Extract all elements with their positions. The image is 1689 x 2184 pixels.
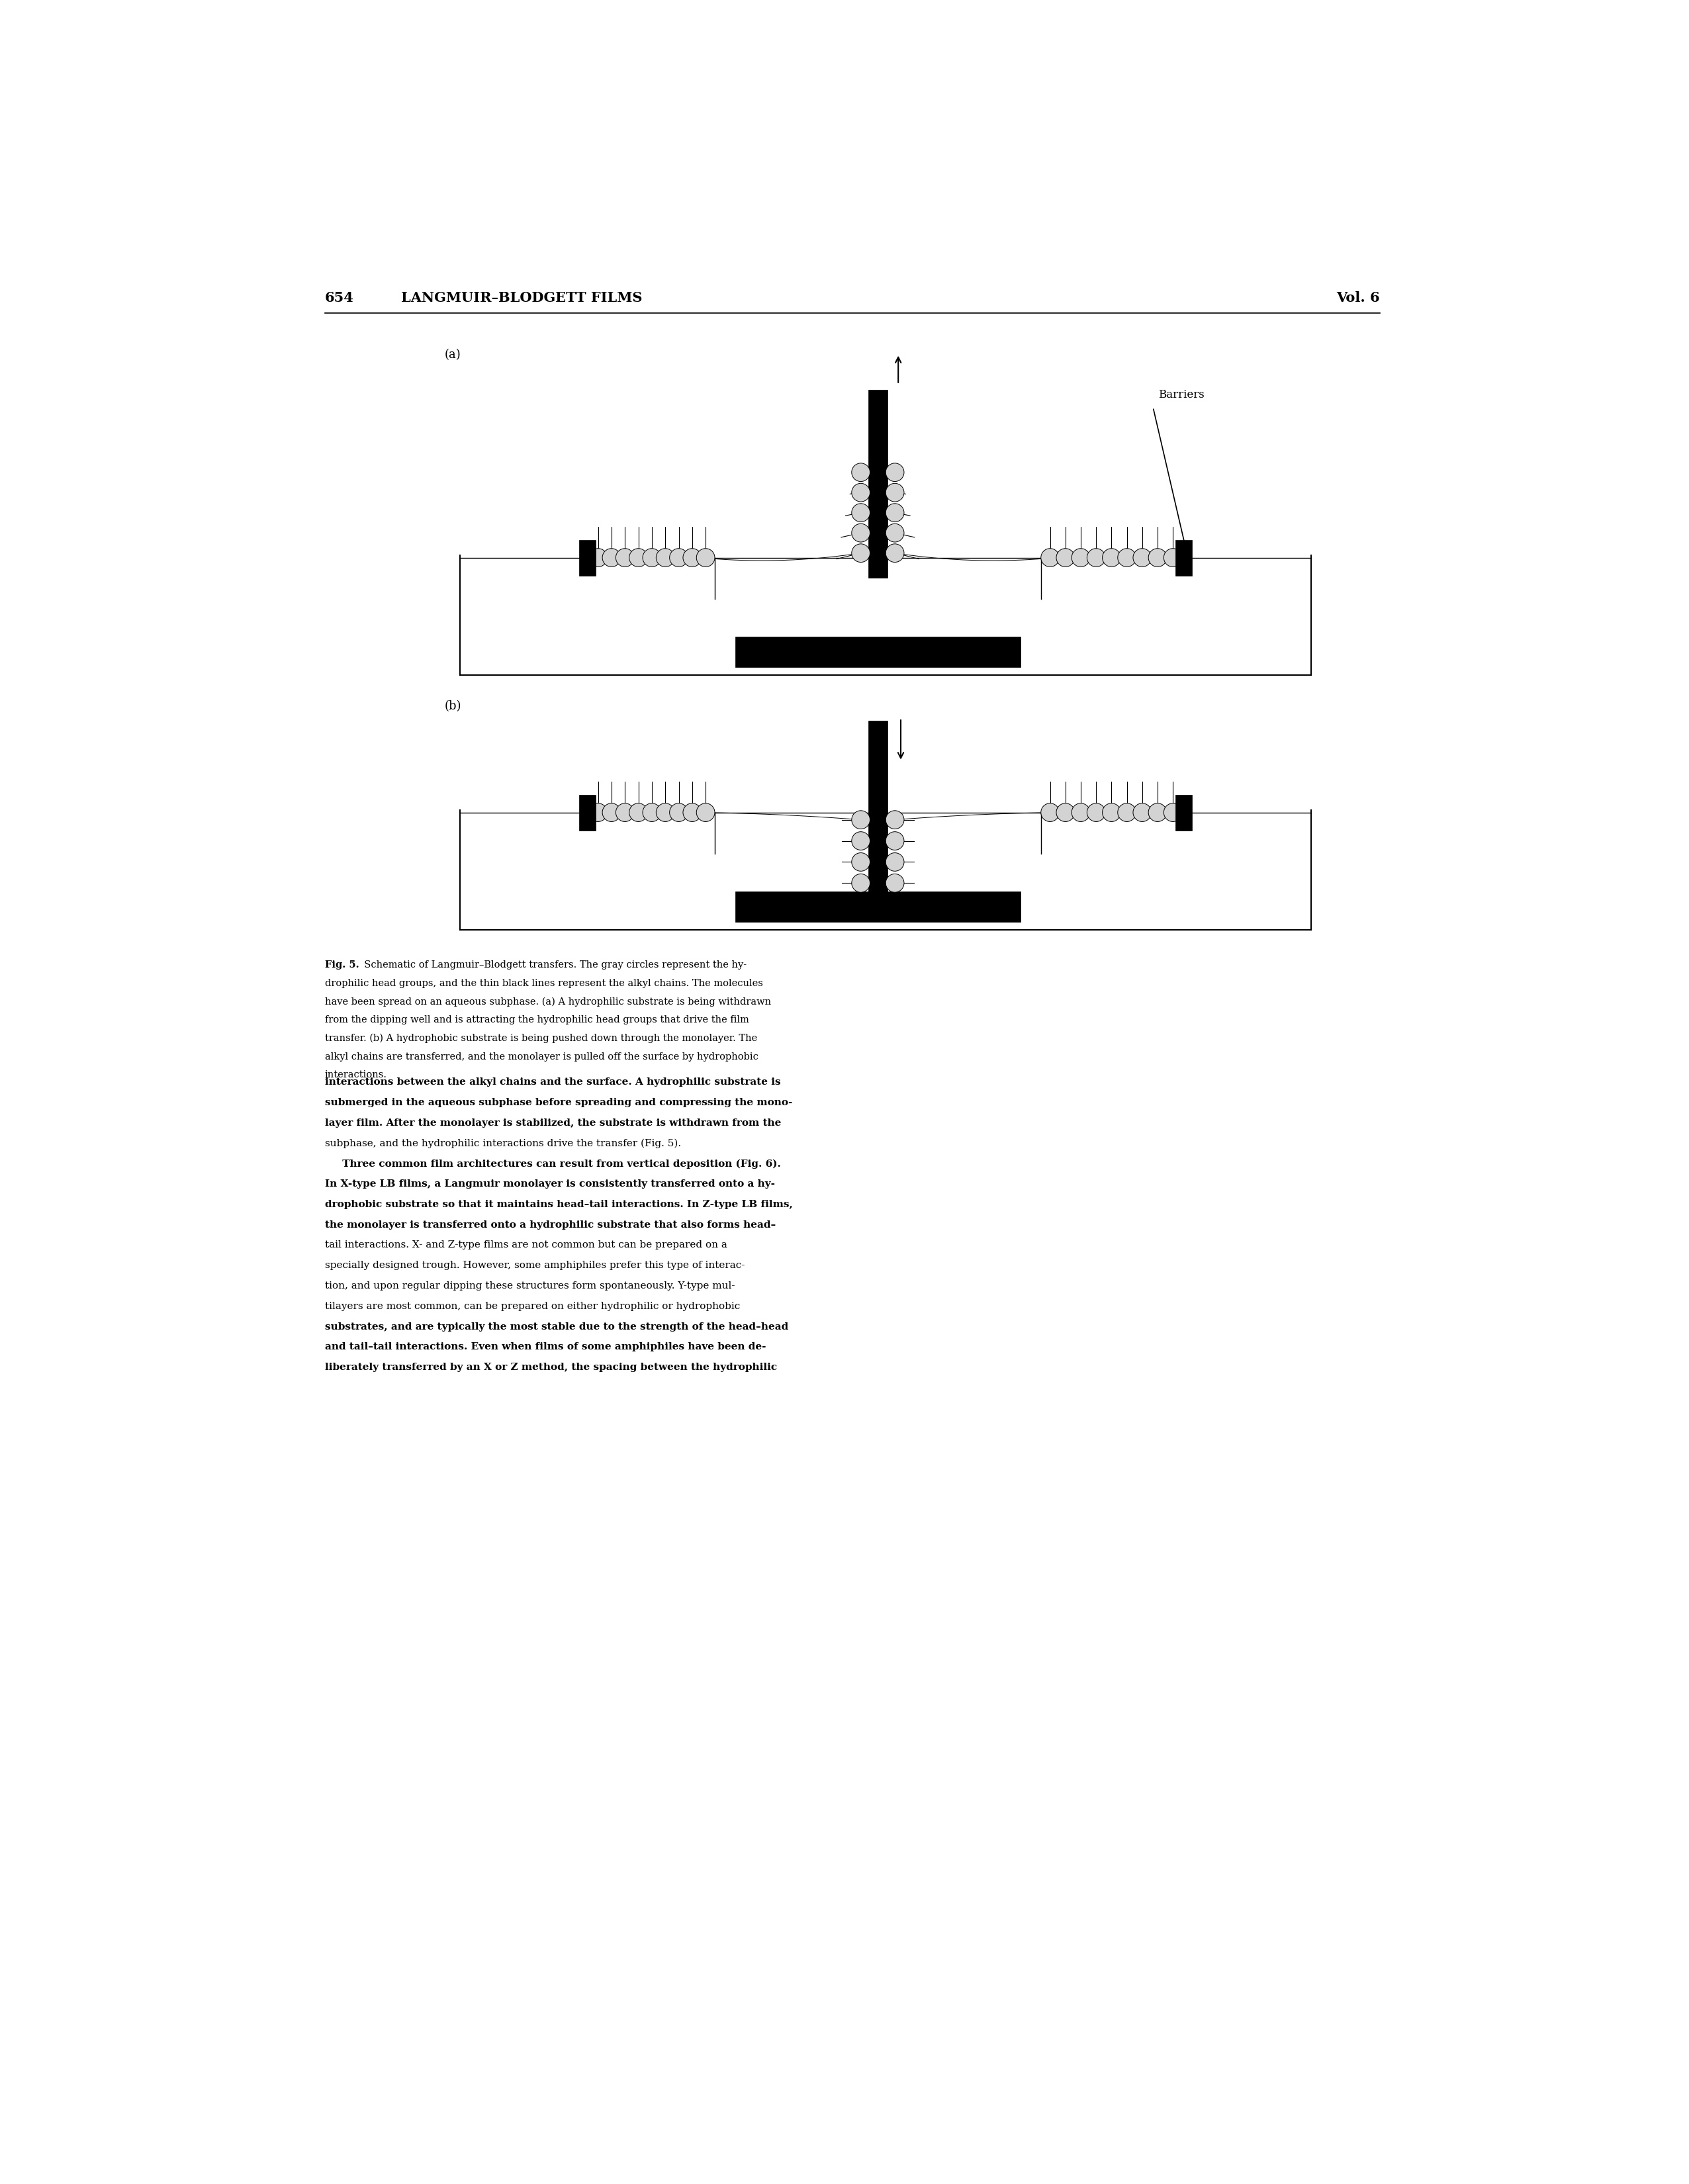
Text: Fig. 5.: Fig. 5. xyxy=(324,961,360,970)
Circle shape xyxy=(1040,804,1059,821)
Circle shape xyxy=(1133,804,1152,821)
Circle shape xyxy=(851,505,870,522)
Circle shape xyxy=(851,544,870,561)
Circle shape xyxy=(851,463,870,480)
Text: the monolayer is transferred onto a hydrophilic substrate that also forms head–: the monolayer is transferred onto a hydr… xyxy=(324,1221,775,1230)
Circle shape xyxy=(885,810,904,830)
Circle shape xyxy=(1088,804,1105,821)
Circle shape xyxy=(630,804,647,821)
Circle shape xyxy=(851,483,870,502)
Text: submerged in the aqueous subphase before spreading and compressing the mono-: submerged in the aqueous subphase before… xyxy=(324,1099,792,1107)
Text: alkyl chains are transferred, and the monolayer is pulled off the surface by hyd: alkyl chains are transferred, and the mo… xyxy=(324,1053,758,1061)
Circle shape xyxy=(1103,804,1121,821)
Circle shape xyxy=(696,804,714,821)
Circle shape xyxy=(1133,548,1152,568)
Circle shape xyxy=(1118,804,1137,821)
Circle shape xyxy=(642,548,660,568)
Circle shape xyxy=(616,804,633,821)
Circle shape xyxy=(1164,804,1182,821)
Bar xyxy=(735,638,1020,668)
Circle shape xyxy=(696,548,714,568)
Circle shape xyxy=(851,874,870,893)
Circle shape xyxy=(1164,548,1182,568)
Bar xyxy=(1176,795,1192,830)
Text: LANGMUIR–BLODGETT FILMS: LANGMUIR–BLODGETT FILMS xyxy=(402,290,642,304)
Text: tail interactions. X- and Z-type films are not common but can be prepared on a: tail interactions. X- and Z-type films a… xyxy=(324,1241,728,1249)
Circle shape xyxy=(885,505,904,522)
Circle shape xyxy=(851,810,870,830)
Text: layer film. After the monolayer is stabilized, the substrate is withdrawn from t: layer film. After the monolayer is stabi… xyxy=(324,1118,782,1127)
Circle shape xyxy=(682,804,701,821)
Text: Three common film architectures can result from vertical deposition (Fig. 6).: Three common film architectures can resu… xyxy=(324,1160,780,1168)
Circle shape xyxy=(885,524,904,542)
Text: subphase, and the hydrophilic interactions drive the transfer (Fig. 5).: subphase, and the hydrophilic interactio… xyxy=(324,1138,681,1149)
Circle shape xyxy=(885,483,904,502)
Circle shape xyxy=(885,852,904,871)
Text: (a): (a) xyxy=(444,349,461,360)
Bar xyxy=(1176,539,1192,577)
Circle shape xyxy=(630,548,647,568)
Bar xyxy=(735,891,1020,922)
Circle shape xyxy=(1118,548,1137,568)
Circle shape xyxy=(603,548,620,568)
Circle shape xyxy=(589,804,608,821)
Circle shape xyxy=(1088,548,1105,568)
Text: transfer. (b) A hydrophobic substrate is being pushed down through the monolayer: transfer. (b) A hydrophobic substrate is… xyxy=(324,1033,757,1044)
Circle shape xyxy=(1149,804,1167,821)
Text: 654: 654 xyxy=(324,290,355,304)
Text: tilayers are most common, can be prepared on either hydrophilic or hydrophobic: tilayers are most common, can be prepare… xyxy=(324,1302,740,1310)
Text: tion, and upon regular dipping these structures form spontaneously. Y-type mul-: tion, and upon regular dipping these str… xyxy=(324,1282,735,1291)
Text: Barriers: Barriers xyxy=(1159,389,1204,400)
Text: have been spread on an aqueous subphase. (a) A hydrophilic substrate is being wi: have been spread on an aqueous subphase.… xyxy=(324,996,772,1007)
Bar xyxy=(579,795,596,830)
Text: In X-type LB films, a Langmuir monolayer is consistently transferred onto a hy-: In X-type LB films, a Langmuir monolayer… xyxy=(324,1179,775,1188)
Circle shape xyxy=(669,548,687,568)
Circle shape xyxy=(885,463,904,480)
Bar xyxy=(868,721,887,904)
Circle shape xyxy=(682,548,701,568)
Text: Schematic of Langmuir–Blodgett transfers. The gray circles represent the hy-: Schematic of Langmuir–Blodgett transfers… xyxy=(358,961,747,970)
Circle shape xyxy=(851,832,870,850)
Text: substrates, and are typically the most stable due to the strength of the head–he: substrates, and are typically the most s… xyxy=(324,1321,789,1332)
Circle shape xyxy=(1103,548,1121,568)
Circle shape xyxy=(851,524,870,542)
Text: from the dipping well and is attracting the hydrophilic head groups that drive t: from the dipping well and is attracting … xyxy=(324,1016,748,1024)
Circle shape xyxy=(655,548,674,568)
Text: liberately transferred by an X or Z method, the spacing between the hydrophilic: liberately transferred by an X or Z meth… xyxy=(324,1363,777,1372)
Circle shape xyxy=(885,544,904,561)
Text: and tail–tail interactions. Even when films of some amphiphiles have been de-: and tail–tail interactions. Even when fi… xyxy=(324,1343,767,1352)
Text: drophobic substrate so that it maintains head–tail interactions. In Z-type LB fi: drophobic substrate so that it maintains… xyxy=(324,1199,792,1210)
Text: interactions.: interactions. xyxy=(324,1070,387,1079)
Circle shape xyxy=(885,874,904,893)
Text: (b): (b) xyxy=(444,701,461,712)
Circle shape xyxy=(885,832,904,850)
Circle shape xyxy=(1056,548,1074,568)
Circle shape xyxy=(851,852,870,871)
Circle shape xyxy=(655,804,674,821)
Circle shape xyxy=(1071,804,1089,821)
Text: specially designed trough. However, some amphiphiles prefer this type of interac: specially designed trough. However, some… xyxy=(324,1260,745,1271)
Circle shape xyxy=(1056,804,1074,821)
Bar xyxy=(868,389,887,579)
Circle shape xyxy=(1149,548,1167,568)
Text: interactions between the alkyl chains and the surface. A hydrophilic substrate i: interactions between the alkyl chains an… xyxy=(324,1077,780,1088)
Bar xyxy=(579,539,596,577)
Circle shape xyxy=(1040,548,1059,568)
Circle shape xyxy=(616,548,633,568)
Circle shape xyxy=(589,548,608,568)
Circle shape xyxy=(642,804,660,821)
Text: Vol. 6: Vol. 6 xyxy=(1336,290,1380,304)
Text: drophilic head groups, and the thin black lines represent the alkyl chains. The : drophilic head groups, and the thin blac… xyxy=(324,978,763,987)
Circle shape xyxy=(1071,548,1089,568)
Circle shape xyxy=(603,804,620,821)
Circle shape xyxy=(669,804,687,821)
